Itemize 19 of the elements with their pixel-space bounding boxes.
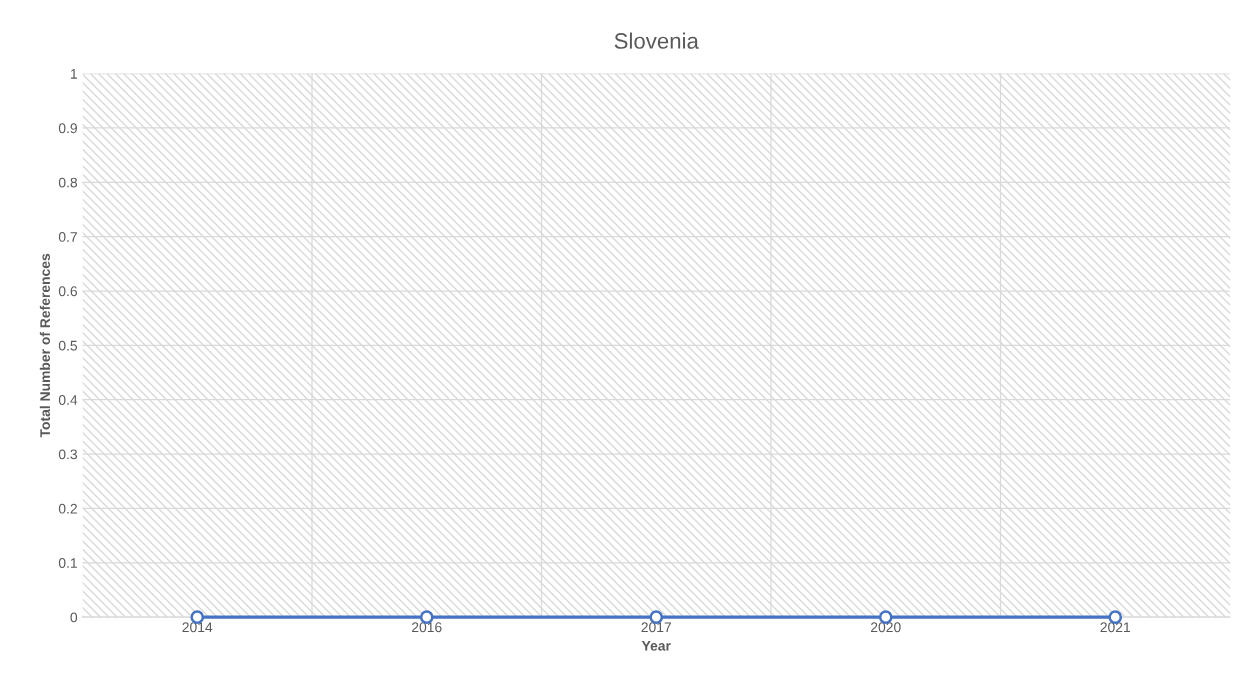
- x-axis-title: Year: [641, 641, 671, 651]
- y-tick-label: 0.9: [58, 123, 77, 134]
- y-tick-label: 0: [70, 612, 78, 623]
- y-tick-label: 1: [70, 69, 77, 79]
- x-tick-label: 2020: [871, 622, 901, 633]
- x-tick-label: 2014: [182, 622, 213, 633]
- y-tick-label: 0.2: [58, 503, 77, 514]
- chart-title: Slovenia: [614, 32, 699, 49]
- y-tick-label: 0.1: [58, 558, 77, 568]
- x-tick-label: 2017: [641, 622, 671, 633]
- y-tick-label: 0.4: [58, 395, 78, 405]
- y-axis-title: Total Number of References: [39, 253, 51, 438]
- y-tick-label: 0.6: [58, 286, 78, 297]
- y-tick-label: 0.3: [58, 449, 78, 460]
- x-tick-label: 2021: [1100, 622, 1131, 633]
- x-tick-label: 2016: [412, 622, 442, 633]
- y-tick-label: 0.7: [58, 232, 77, 242]
- y-tick-label: 0.8: [58, 177, 78, 188]
- y-tick-label: 0.5: [58, 340, 78, 351]
